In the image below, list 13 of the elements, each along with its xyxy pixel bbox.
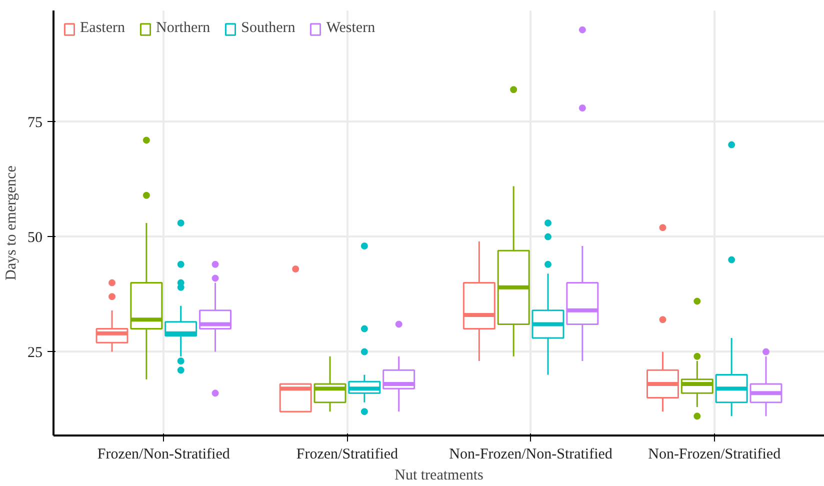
- x-tick-label: Non-Frozen/Stratified: [648, 446, 782, 462]
- y-tick-label: 25: [28, 344, 42, 361]
- legend-label: Southern: [241, 20, 296, 37]
- x-tick-label: Frozen/Stratified: [296, 446, 399, 462]
- legend-label: Western: [326, 20, 376, 37]
- legend-label: Northern: [156, 20, 210, 37]
- x-axis-title: Nut treatments: [394, 468, 484, 484]
- x-tick-label: Non-Frozen/Non-Stratified: [449, 446, 613, 462]
- legend-label: Eastern: [80, 20, 125, 37]
- y-tick-label: 75: [28, 114, 42, 131]
- y-axis-title: Days to emergence: [4, 165, 20, 280]
- x-tick-label: Frozen/Non-Stratified: [97, 446, 230, 462]
- y-tick-label: 50: [28, 230, 42, 246]
